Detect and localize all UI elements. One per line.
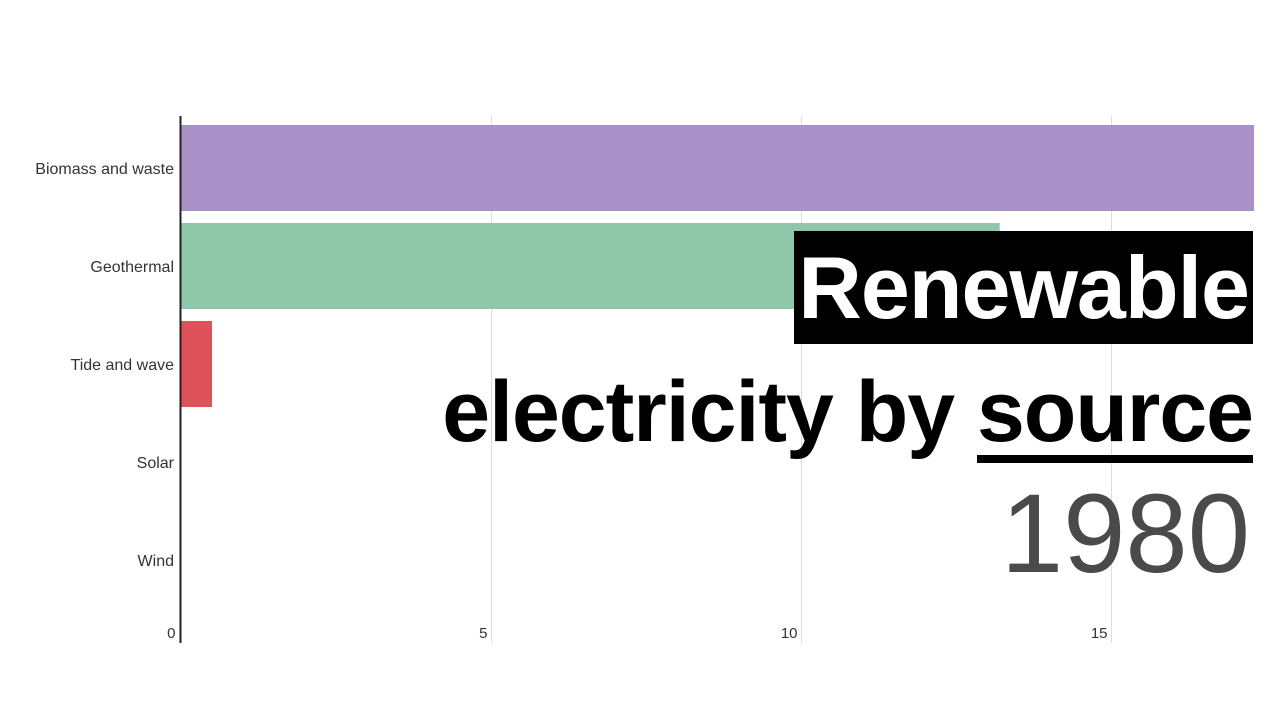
bar-tide-and-wave	[181, 321, 213, 407]
x-axis-ticks: 0 5 10 15	[167, 625, 1107, 642]
chart-title-line-1: Renewable	[794, 231, 1253, 344]
x-tick-label-5: 5	[479, 625, 487, 642]
category-label-tide-and-wave: Tide and wave	[71, 357, 175, 374]
year-label: 1980	[1000, 471, 1250, 596]
bar-biomass-and-waste	[181, 125, 1254, 211]
category-labels: Biomass and waste Geothermal Tide and wave…	[35, 161, 174, 570]
chart-title-underlined-word: source	[976, 369, 1254, 463]
x-tick-label-10: 10	[781, 625, 798, 642]
category-label-geothermal: Geothermal	[90, 259, 174, 276]
chart-title-line-2: electricity by source	[442, 362, 1254, 463]
category-label-wind: Wind	[138, 553, 174, 570]
category-label-solar: Solar	[137, 455, 175, 472]
x-tick-label-0: 0	[167, 625, 175, 642]
x-tick-label-15: 15	[1091, 625, 1108, 642]
chart-title-line-2-text: electricity by	[442, 364, 977, 460]
category-label-biomass-and-waste: Biomass and waste	[35, 161, 174, 178]
